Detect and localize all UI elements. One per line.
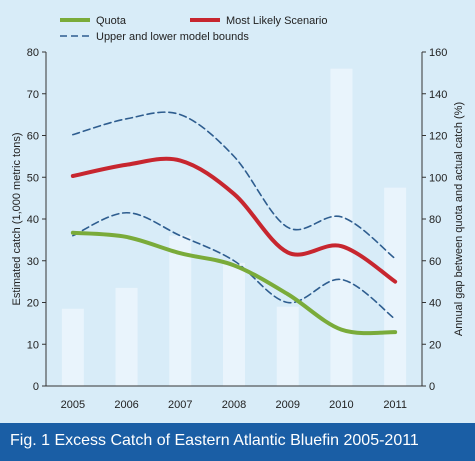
y-tick-label: 70	[27, 89, 39, 101]
y-tick-label: 80	[27, 47, 39, 59]
y-tick-label: 30	[27, 256, 39, 268]
gap-bar	[169, 235, 192, 386]
x-tick-label: 2010	[329, 399, 353, 411]
y-right-tick-label: 40	[429, 298, 441, 310]
y-right-axis-title: Annual gap between quota and actual catc…	[453, 102, 465, 336]
y-right-tick-label: 120	[429, 131, 447, 143]
gap-bar	[330, 68, 353, 386]
y-axis-title: Estimated catch (1,000 metric tons)	[11, 132, 23, 305]
y-right-tick-label: 20	[429, 339, 441, 351]
y-right-tick-label: 60	[429, 256, 441, 268]
y-right-tick-label: 140	[429, 89, 447, 101]
legend-most-likely: Most Likely Scenario	[190, 15, 328, 27]
x-tick-label: 2009	[275, 399, 299, 411]
legend-label: Upper and lower model bounds	[96, 31, 249, 43]
figure-caption: Fig. 1 Excess Catch of Eastern Atlantic …	[10, 432, 419, 449]
x-tick-label: 2007	[168, 399, 192, 411]
upper-bound-line	[72, 111, 396, 260]
y-right-tick-label: 80	[429, 214, 441, 226]
y-tick-label: 20	[27, 298, 39, 310]
lower-bound-line	[72, 211, 396, 320]
legend-quota: Quota	[60, 15, 127, 27]
y-tick-label: 50	[27, 172, 39, 184]
legend-label: Most Likely Scenario	[226, 15, 328, 27]
y-right-tick-label: 100	[429, 172, 447, 184]
y-tick-label: 60	[27, 131, 39, 143]
legend-model-bounds: Upper and lower model bounds	[60, 31, 249, 43]
y-right-tick-label: 160	[429, 47, 447, 59]
y-right-tick-label: 0	[429, 381, 435, 393]
gap-bar	[384, 187, 407, 386]
x-tick-label: 2005	[61, 399, 85, 411]
legend-label: Quota	[96, 15, 127, 27]
gap-bar	[276, 306, 299, 386]
gap-bar	[223, 262, 245, 386]
gap-bar	[61, 308, 84, 386]
caption-bar: Fig. 1 Excess Catch of Eastern Atlantic …	[0, 423, 475, 461]
most-likely-line	[70, 156, 398, 284]
quota-line	[70, 230, 398, 336]
x-tick-label: 2006	[114, 399, 138, 411]
x-tick-label: 2011	[383, 399, 407, 411]
y-tick-label: 10	[27, 339, 39, 351]
y-tick-label: 0	[33, 381, 39, 393]
y-tick-label: 40	[27, 214, 39, 226]
chart: 0 10 20 30 40 50 60 70 80 0 20 40 60 80 100 120 140 160 20…	[11, 15, 465, 411]
x-tick-label: 2008	[222, 399, 246, 411]
gap-bar	[115, 287, 138, 386]
